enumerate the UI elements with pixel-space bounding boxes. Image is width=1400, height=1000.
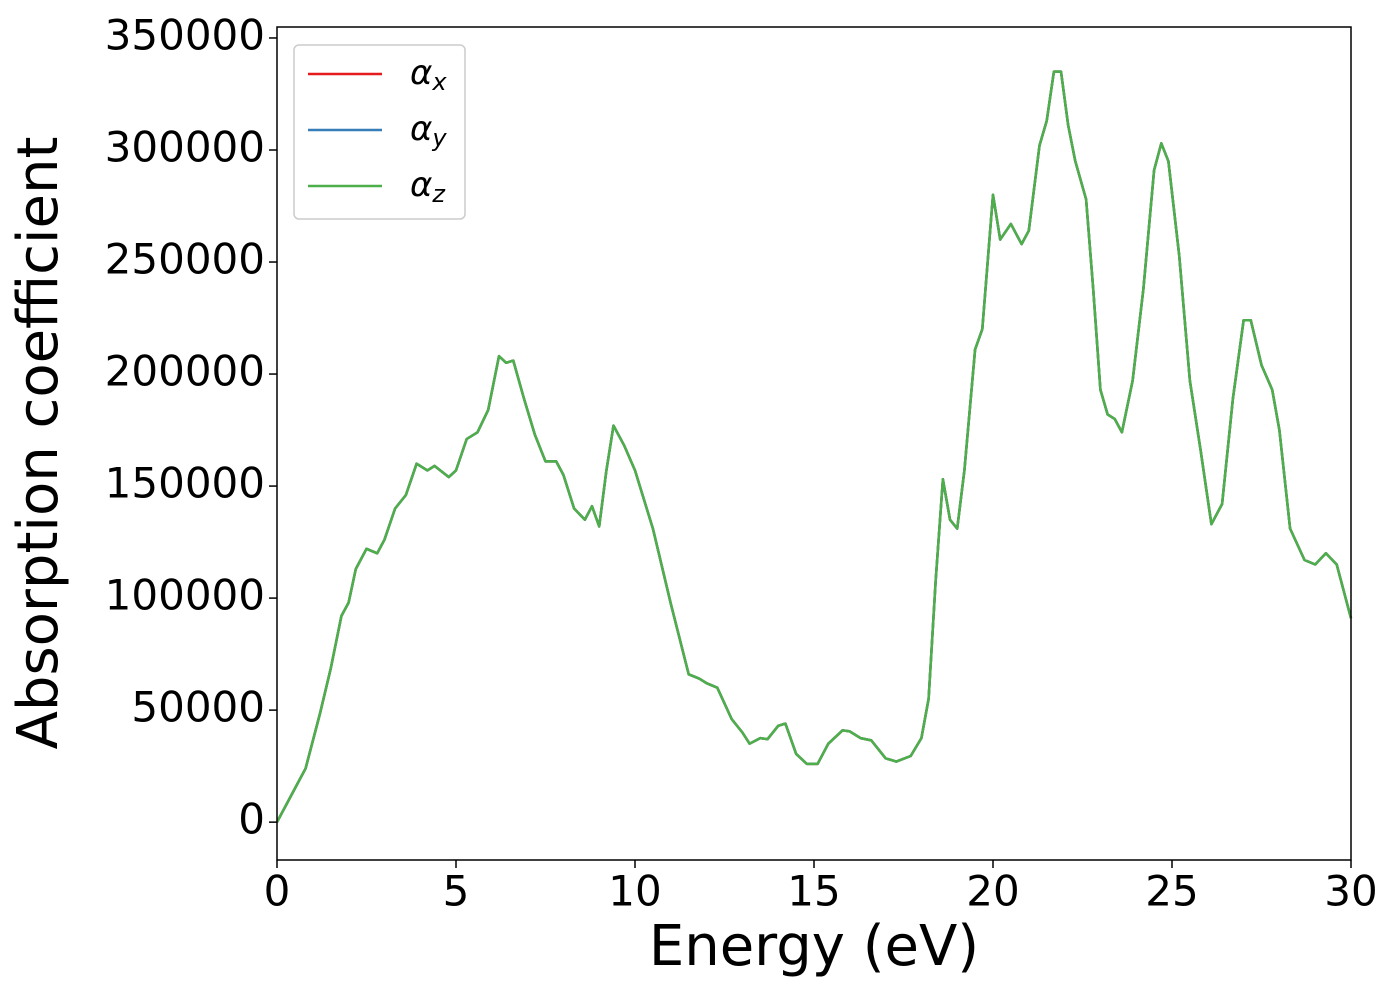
x-axis-label: Energy (eV) [649, 914, 979, 979]
legend: αx αy αz [293, 44, 466, 220]
y-tick-label: 50000 [131, 683, 265, 732]
x-tick-label: 15 [787, 867, 840, 916]
y-tick-label: 100000 [105, 571, 265, 620]
legend-label: αx [410, 53, 447, 97]
y-tick-label: 0 [238, 795, 265, 844]
legend-label: αz [410, 165, 446, 209]
data-line [275, 70, 1353, 823]
x-tick-label: 10 [608, 867, 661, 916]
x-tick-label: 30 [1324, 867, 1377, 916]
x-tick-label: 5 [443, 867, 470, 916]
y-axis-label: Absorption coefficient [6, 137, 71, 750]
x-tick-label: 25 [1145, 867, 1198, 916]
y-tick-label: 300000 [105, 123, 265, 172]
x-tick-label: 20 [966, 867, 1019, 916]
y-tick-label: 250000 [105, 235, 265, 284]
legend-label: αy [410, 109, 447, 153]
x-tick-label: 0 [264, 867, 291, 916]
y-tick-label: 150000 [105, 459, 265, 508]
y-tick-label: 350000 [105, 10, 265, 59]
y-tick-label: 200000 [105, 347, 265, 396]
legend-box [293, 44, 466, 220]
plot-frame [276, 26, 1352, 861]
